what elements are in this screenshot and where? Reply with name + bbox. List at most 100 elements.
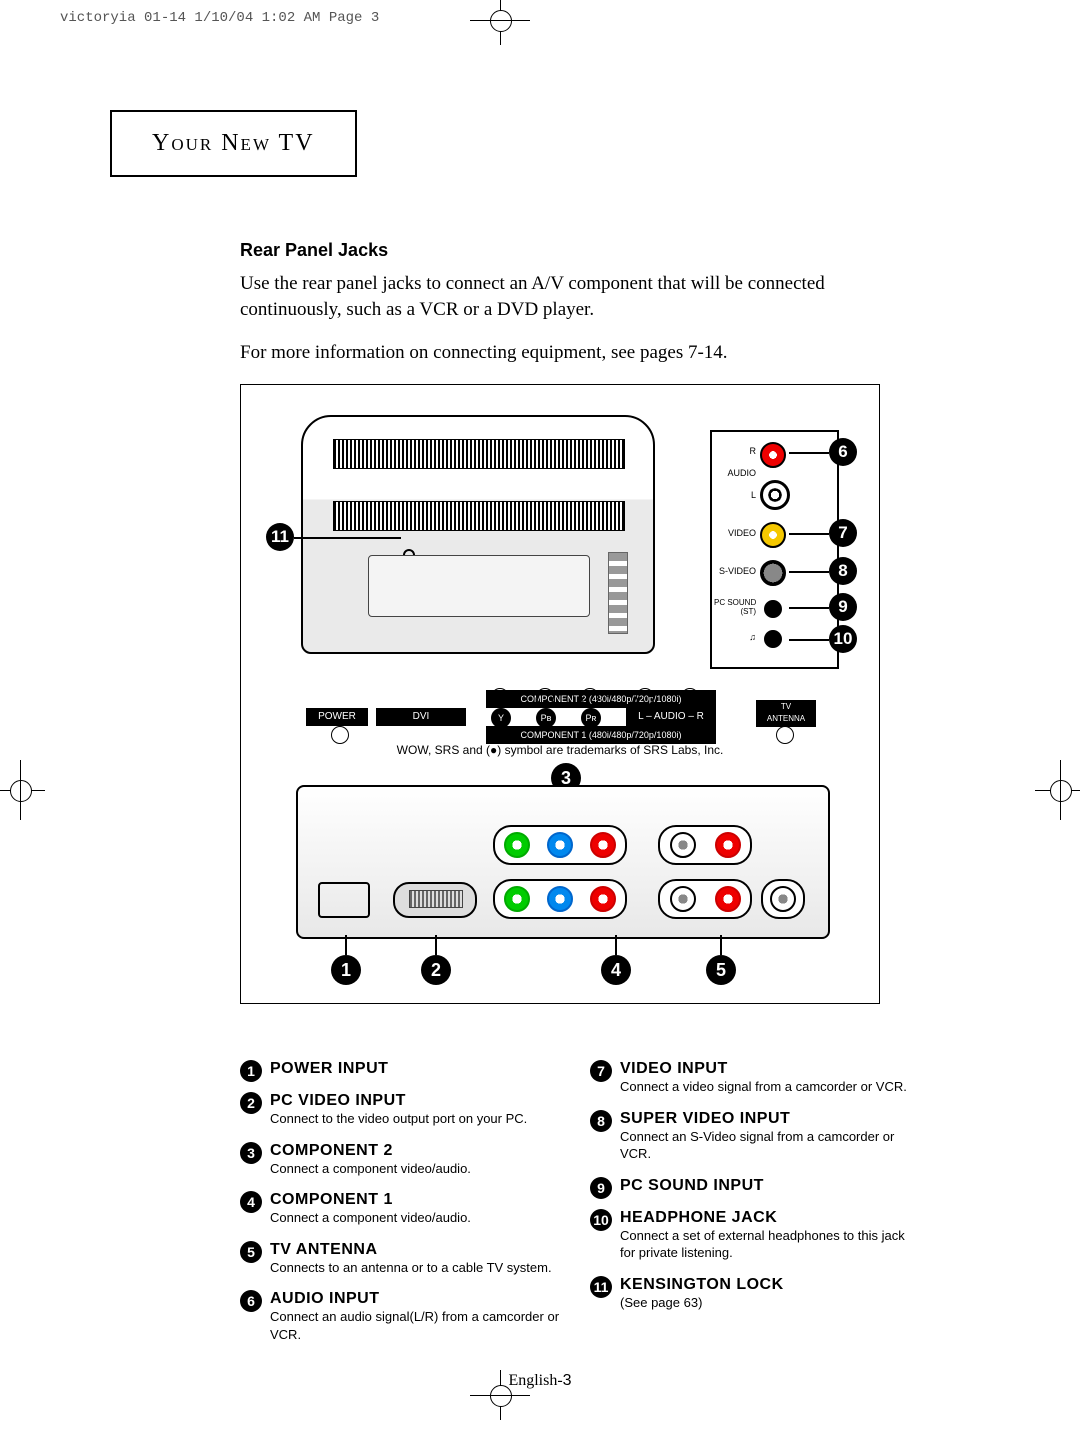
definition-title: COMPONENT 2 [270,1142,560,1160]
label-audio: AUDIO [714,468,756,478]
callout-11: 11 [266,523,294,551]
vent-grille-2 [333,501,625,531]
definition-number: 1 [240,1060,262,1082]
definition-title: VIDEO INPUT [620,1060,910,1078]
definition-description: Connect a component video/audio. [270,1160,560,1178]
label-video: VIDEO [714,528,756,538]
audio-r-jack-icon [760,442,786,468]
label-pr: Pʀ [581,708,601,728]
definition-item: 9PC SOUND INPUT [590,1177,910,1195]
definition-item: 2 PC VIDEO INPUTConnect to the video outp… [240,1092,560,1128]
definition-item: 6AUDIO INPUTConnect an audio signal(L/R)… [240,1290,560,1343]
content-block: Rear Panel Jacks Use the rear panel jack… [240,240,880,1004]
label-component1: COMPONENT 1 (480i/480p/720p/1080i) [486,726,716,744]
definition-number: 3 [240,1142,262,1164]
callout-8: 8 [829,557,857,585]
definition-item: 1POWER INPUT [240,1060,560,1078]
label-pb: Pʙ [536,708,556,728]
definition-description: Connect an audio signal(L/R) from a camc… [270,1308,560,1343]
label-power: POWER [306,708,368,726]
label-dvi: DVI [376,708,466,726]
component1-audio-jacks [658,879,752,919]
component2-audio-jacks [658,825,752,865]
rear-panel-diagram: 11 R AUDIO L VIDEO S-VIDEO PC SOUND (ST)… [240,384,880,1004]
callout-2: 2 [421,955,451,985]
definition-item: 8 SUPER VIDEO INPUTConnect an S-Video sig… [590,1110,910,1163]
intro-paragraph-2: For more information on connecting equip… [240,340,880,366]
rear-center-panel [368,555,590,617]
label-y: Y [491,708,511,728]
definition-number: 8 [590,1110,612,1132]
definition-number: 4 [240,1191,262,1213]
label-r: R [714,446,756,456]
definition-title: TV ANTENNA [270,1241,560,1259]
definition-description: Connect a component video/audio. [270,1209,560,1227]
definitions-right-column: 7 VIDEO INPUTConnect a video signal from … [590,1060,910,1357]
definition-number: 6 [240,1290,262,1312]
side-jack-strip [608,552,628,634]
definition-description: Connect a video signal from a camcorder … [620,1078,910,1096]
subsection-title: Rear Panel Jacks [240,240,880,261]
label-svideo: S-VIDEO [714,566,756,576]
registration-mark-top [470,0,530,45]
callout-5: 5 [706,955,736,985]
label-pcsound: PC SOUND (ST) [714,598,756,616]
definitions-block: 1POWER INPUT2PC VIDEO INPUTConnect to th… [240,1060,910,1357]
trademark-notice: WOW, SRS and (●) symbol are trademarks o… [241,743,879,757]
definition-number: 2 [240,1092,262,1114]
headphone-jack-icon [764,630,782,648]
definition-title: COMPONENT 1 [270,1191,560,1209]
definition-title: POWER INPUT [270,1060,560,1078]
callout-1: 1 [331,955,361,985]
definition-number: 9 [590,1177,612,1199]
callout-7: 7 [829,519,857,547]
tv-rear-outline [301,415,655,654]
registration-mark-left [0,760,45,820]
callout-line-11 [294,537,401,539]
label-headphone: ♫ [714,632,756,642]
print-header-meta: victoryia 01-14 1/10/04 1:02 AM Page 3 [60,10,379,26]
definition-item: 11 KENSINGTON LOCK(See page 63) [590,1276,910,1312]
page-number-value: 3 [563,1372,572,1389]
vent-grille-1 [333,439,625,469]
callout-line-6 [789,452,829,454]
page-number-prefix: English- [508,1372,562,1389]
bottom-connector-panel [296,785,830,939]
definition-title: KENSINGTON LOCK [620,1276,910,1294]
definition-title: PC VIDEO INPUT [270,1092,560,1110]
definition-number: 11 [590,1276,612,1298]
video-jack-icon [760,522,786,548]
label-l: L [714,490,756,500]
definition-item: 10 HEADPHONE JACKConnect a set of externa… [590,1209,910,1262]
callout-6: 6 [829,438,857,466]
dvi-socket-icon [393,882,477,918]
definition-item: 4 COMPONENT 1Connect a component video/au… [240,1191,560,1227]
definition-number: 7 [590,1060,612,1082]
label-audio-lr: L – AUDIO – R [626,708,716,726]
manual-page: victoryia 01-14 1/10/04 1:02 AM Page 3 Y… [0,0,1080,1430]
definition-description: Connect an S-Video signal from a camcord… [620,1128,910,1163]
pcsound-jack-icon [764,600,782,618]
page-number: English-3 [0,1372,1080,1390]
callout-line-10 [789,639,829,641]
definition-number: 10 [590,1209,612,1231]
definition-title: HEADPHONE JACK [620,1209,910,1227]
callout-10: 10 [829,625,857,653]
side-jack-panel: R AUDIO L VIDEO S-VIDEO PC SOUND (ST) ♫ [710,430,839,669]
section-title-box: Your New TV [110,110,357,177]
svideo-jack-icon [760,560,786,586]
callout-9: 9 [829,593,857,621]
definition-description: Connect to the video output port on your… [270,1110,560,1128]
intro-paragraph-1: Use the rear panel jacks to connect an A… [240,271,880,322]
callout-line-9 [789,607,829,609]
definition-number: 5 [240,1241,262,1263]
callout-line-8 [789,571,829,573]
definition-description: Connect a set of external headphones to … [620,1227,910,1262]
registration-mark-right [1035,760,1080,820]
definition-title: SUPER VIDEO INPUT [620,1110,910,1128]
callout-line-7 [789,533,829,535]
component1-video-jacks [493,879,627,919]
label-antenna: TV ANTENNA [756,700,816,727]
definition-item: 5TV ANTENNAConnects to an antenna or to … [240,1241,560,1277]
definition-description: (See page 63) [620,1294,910,1312]
